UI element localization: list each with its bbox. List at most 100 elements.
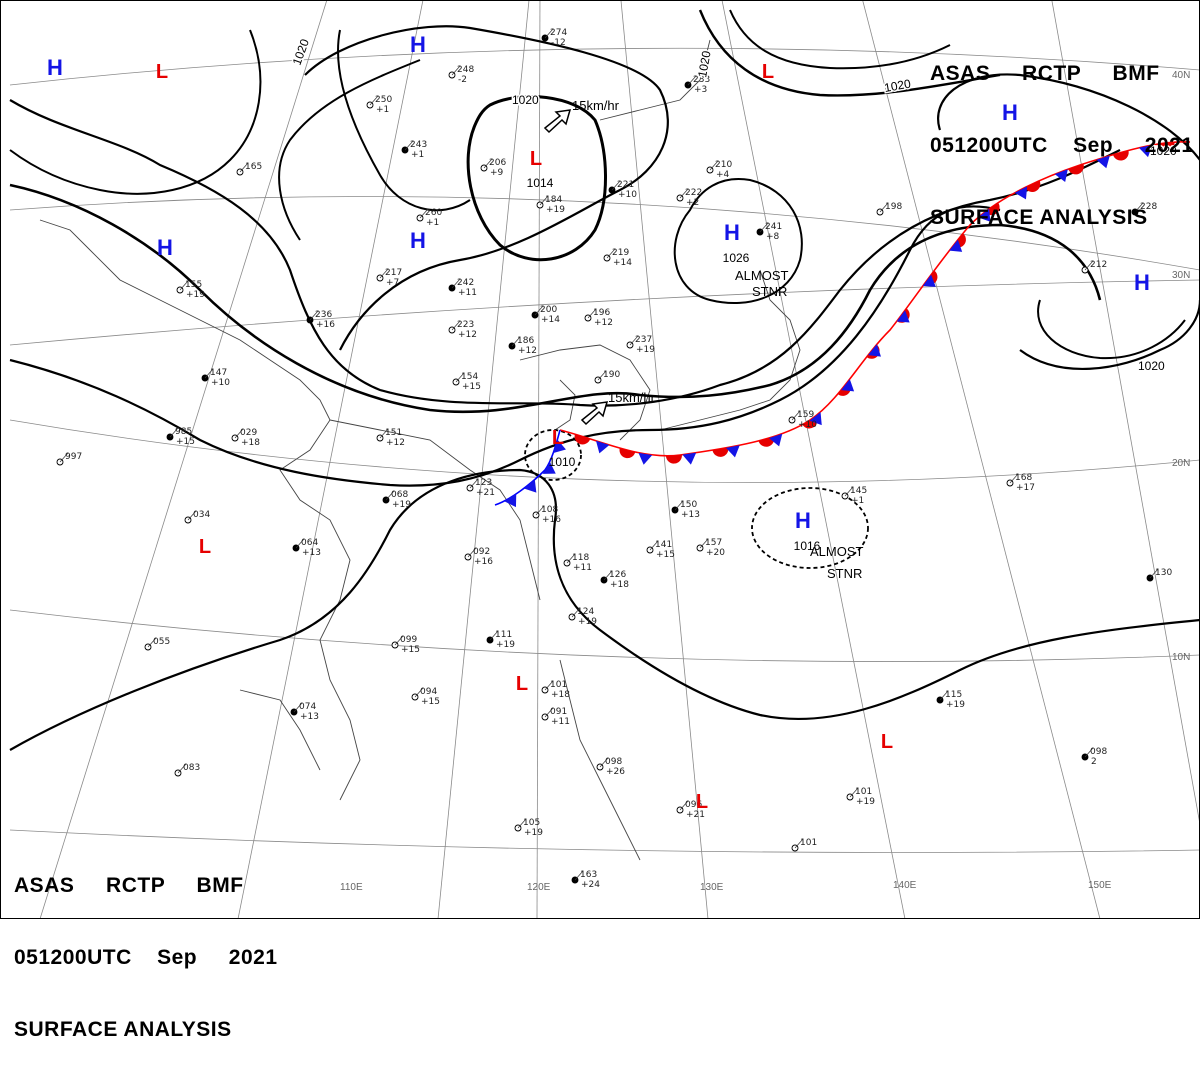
coastline-taiwan — [554, 379, 576, 431]
station-pressure: 092 — [473, 547, 490, 557]
station-tendency: +1 — [376, 105, 389, 115]
meridian-130e — [620, 0, 709, 919]
system-l-13: L — [199, 536, 211, 558]
lon-label-120e: 120E — [527, 882, 551, 893]
stationary-label-1-line1: ALMOST — [735, 268, 789, 283]
lat-label-40n: 40N — [1172, 70, 1190, 81]
station-pressure: 098 — [1090, 747, 1107, 757]
meridian-120e — [536, 0, 541, 919]
station-pressure: 105 — [523, 818, 540, 828]
station-tendency: +16 — [542, 515, 561, 525]
station-plot: 147+10 — [201, 368, 230, 388]
station-pressure: 237 — [635, 335, 652, 345]
station-plot: 115+19 — [936, 690, 965, 710]
station-plot: 124+19 — [568, 607, 597, 627]
station-pressure: 124 — [577, 607, 594, 617]
wind-barb — [385, 490, 395, 501]
lat-label-10n: 10N — [1172, 652, 1190, 663]
station-plot: 055 — [144, 637, 170, 651]
warm-front-pip — [665, 455, 682, 464]
system-l-16: L — [696, 791, 708, 813]
wind-barb — [535, 505, 545, 516]
station-pressure: 108 — [541, 505, 558, 515]
station-plot: 219+14 — [603, 248, 632, 268]
wind-barb — [611, 180, 621, 191]
cold-front-barb — [1054, 169, 1068, 182]
parallel-40n — [9, 47, 1200, 86]
station-pressure: 115 — [945, 690, 962, 700]
station-plot: 091+11 — [541, 707, 570, 727]
station-tendency: +1 — [411, 150, 424, 160]
wind-barb — [414, 687, 424, 698]
header-time-bottom: 051200UTC — [14, 946, 132, 969]
header-bottom-left: ASAS RCTP BMF 051200UTC Sep 2021 SURFACE… — [14, 826, 278, 1090]
header-office-bottom: BMF — [196, 874, 244, 897]
station-plot: 101+19 — [846, 787, 875, 807]
station-plot: 243+1 — [401, 140, 427, 160]
pressure-systems: H H H H H H H 1026 H 1016 L L L 1014 L 1010 L L L L — [47, 32, 1150, 813]
lon-label-130e: 130E — [700, 882, 724, 893]
station-pressure: 200 — [540, 305, 557, 315]
station-tendency: +21 — [686, 810, 705, 820]
station-pressure: 250 — [375, 95, 392, 105]
stationary-label-1-line2: STNR — [752, 284, 787, 299]
station-tendency: +11 — [573, 563, 592, 573]
station-plot: 985+15 — [166, 427, 195, 447]
parallel-20n — [9, 419, 1200, 483]
isobar-1014-low — [466, 95, 607, 262]
cold-front-barb — [725, 445, 740, 458]
system-l-15: L — [881, 731, 893, 753]
station-tendency: +11 — [551, 717, 570, 727]
station-pressure: 111 — [495, 630, 512, 640]
station-pressure: 101 — [800, 838, 817, 848]
wind-barb — [544, 28, 554, 39]
isobar-label-1020-3: 1020 — [695, 49, 713, 78]
movement-arrow-south — [580, 401, 609, 426]
station-pressure: 147 — [210, 368, 227, 378]
station-pressure: 228 — [1140, 202, 1157, 212]
warm-front-pip — [619, 448, 636, 459]
system-l-10: L — [762, 61, 774, 83]
station-plot: 092+16 — [464, 547, 493, 567]
lon-label-150e: 150E — [1088, 880, 1112, 891]
wind-barb — [844, 486, 854, 497]
wind-barb — [679, 188, 689, 199]
isobar-nw — [337, 29, 471, 212]
station-plot: 237+19 — [626, 335, 655, 355]
station-plot: 150+13 — [671, 500, 700, 520]
cold-front-barb — [504, 494, 517, 508]
dashed-isobars — [524, 429, 869, 569]
station-pressure: 985 — [175, 427, 192, 437]
station-tendency: +19 — [946, 700, 965, 710]
station-plot: 151+12 — [376, 428, 405, 448]
station-pressure: 154 — [461, 372, 478, 382]
station-tendency: +18 — [551, 690, 570, 700]
station-plot: 141+15 — [646, 540, 675, 560]
system-l-11: L — [530, 148, 542, 170]
station-pressure: 274 — [550, 28, 567, 38]
station-pressure: 029 — [240, 428, 257, 438]
isobar-east-inner — [1037, 299, 1186, 360]
lon-label-110e: 110E — [340, 882, 363, 893]
station-plot: 083 — [174, 763, 200, 777]
wind-barb — [177, 763, 187, 774]
coastline-indochina — [239, 689, 321, 771]
station-tendency: +15 — [656, 550, 675, 560]
station-tendency: +2 — [686, 198, 699, 208]
wind-barb — [544, 707, 554, 718]
wind-barb — [483, 158, 493, 169]
wind-barb — [187, 510, 197, 521]
station-tendency: +19 — [524, 828, 543, 838]
station-tendency: +19 — [496, 640, 515, 650]
wind-barb — [451, 65, 461, 76]
station-pressure: 184 — [545, 195, 562, 205]
station-plot: 233+3 — [684, 75, 710, 95]
isobar-west-ridge — [278, 59, 421, 241]
station-tendency: +26 — [606, 767, 625, 777]
wind-barb — [544, 680, 554, 691]
station-plot: 074+13 — [290, 702, 319, 722]
wind-barb — [1084, 747, 1094, 758]
system-h-3: H — [410, 32, 426, 57]
wind-barb — [489, 630, 499, 641]
